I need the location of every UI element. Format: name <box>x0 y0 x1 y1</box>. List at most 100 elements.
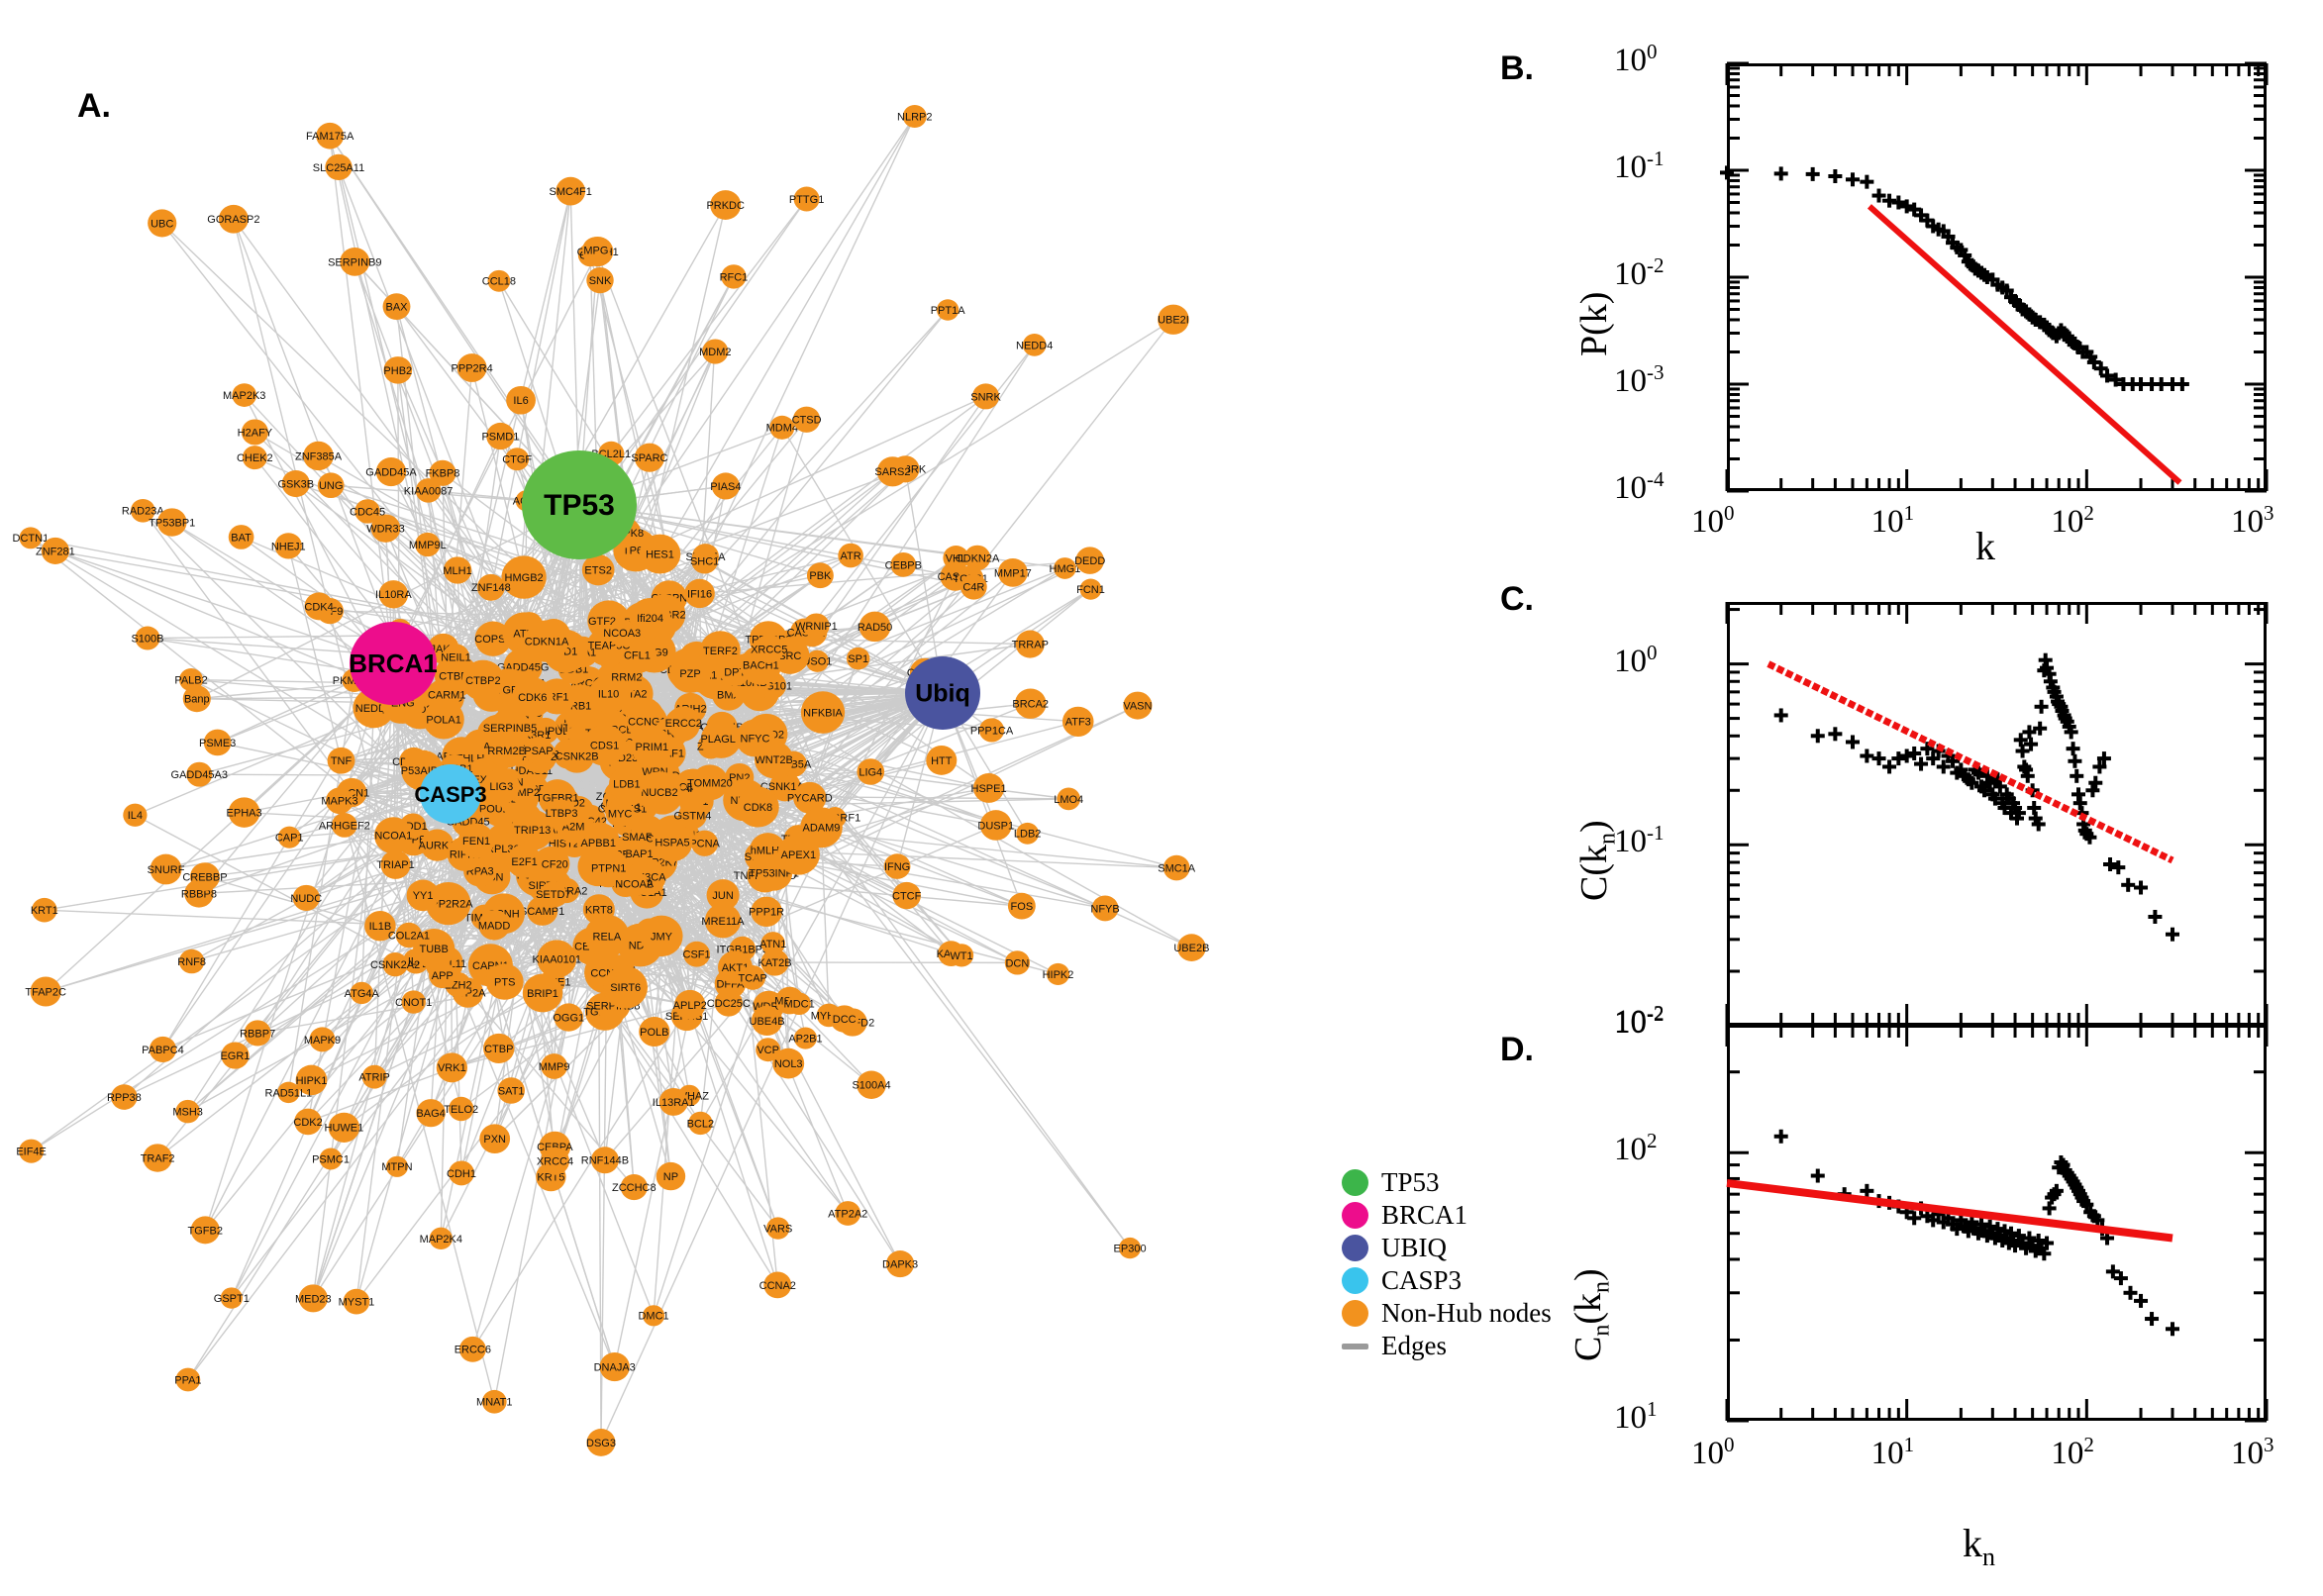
network-node[interactable]: VCP <box>756 1038 781 1062</box>
network-node[interactable]: RBBP7 <box>240 1020 275 1047</box>
network-node[interactable]: EIF4E <box>16 1139 47 1163</box>
network-node[interactable]: CDK8 <box>737 786 779 828</box>
network-node[interactable]: ATN1 <box>759 932 786 955</box>
network-node[interactable]: HIPK1 <box>296 1064 328 1096</box>
network-node[interactable]: OGG1 <box>553 1003 584 1032</box>
network-node[interactable]: IFI16 <box>684 578 715 609</box>
network-node[interactable]: FEN1 <box>457 823 495 858</box>
network-node[interactable]: MRE11A <box>701 903 745 939</box>
network-node[interactable]: ZNF281 <box>36 537 75 564</box>
network-node[interactable]: PTS <box>485 963 524 1000</box>
network-node[interactable]: CDK4 <box>304 592 334 621</box>
network-node[interactable]: HES1 <box>639 534 681 574</box>
network-node[interactable]: CCNA2 <box>759 1271 796 1299</box>
network-node[interactable]: UBE4B <box>750 1005 785 1036</box>
network-node[interactable]: WRNIP1 <box>795 613 838 639</box>
network-node[interactable]: LDB1 <box>609 766 645 801</box>
network-node[interactable]: SMC1A <box>1158 854 1196 881</box>
network-node[interactable]: RAD50 <box>858 611 892 643</box>
network-node[interactable]: ADAM9 <box>800 807 843 848</box>
network-node[interactable]: MAP2K4 <box>420 1227 462 1250</box>
hub-node-casp3[interactable]: CASP3 <box>414 764 487 824</box>
network-node[interactable]: ATP2A2 <box>828 1201 867 1226</box>
network-node[interactable]: VASN <box>1123 691 1153 720</box>
network-node[interactable]: H2AFY <box>238 419 273 446</box>
network-node[interactable]: VARS <box>763 1217 792 1240</box>
network-node[interactable]: AP2B1 <box>788 1027 823 1049</box>
network-node[interactable]: TOMM20 <box>687 764 733 801</box>
network-node[interactable]: PLAGL1 <box>700 719 742 758</box>
network-node[interactable]: E2F1 <box>506 844 543 878</box>
network-node[interactable]: EGR1 <box>220 1042 250 1069</box>
network-node[interactable]: MDM4 <box>766 415 798 440</box>
network-node[interactable]: CDK6 <box>511 677 554 718</box>
network-node[interactable]: MAP2K3 <box>223 383 265 407</box>
network-node[interactable]: TFAP2C <box>25 976 66 1007</box>
network-node[interactable]: VRK1 <box>436 1052 467 1083</box>
network-node[interactable]: PPT1A <box>931 299 966 321</box>
hub-node-tp53[interactable]: TP53 <box>522 450 637 559</box>
network-node[interactable]: CCL18 <box>482 269 516 292</box>
network-node[interactable]: GADD45A <box>365 457 417 487</box>
network-node[interactable]: PSME3 <box>199 729 236 756</box>
network-node[interactable]: S100A4 <box>852 1070 891 1099</box>
network-node[interactable]: LIG4 <box>857 758 885 785</box>
network-node[interactable]: IL1B <box>364 911 396 942</box>
network-node[interactable]: PBK <box>806 562 834 589</box>
network-node[interactable]: APP <box>429 961 456 989</box>
network-node[interactable]: MAPK9 <box>304 1027 341 1052</box>
network-node[interactable]: ETS2 <box>581 553 615 586</box>
network-node[interactable]: KRT1 <box>31 897 58 923</box>
network-node[interactable]: MED23 <box>295 1284 332 1313</box>
network-node[interactable]: NFYB <box>1090 895 1120 922</box>
network-node[interactable]: NUDC <box>290 884 322 911</box>
network-node[interactable]: CNOT1 <box>395 990 432 1014</box>
network-node[interactable]: ATG4A <box>345 981 380 1005</box>
network-node[interactable]: MNAT1 <box>476 1389 513 1414</box>
network-node[interactable]: PSMC1 <box>312 1147 350 1170</box>
network-node[interactable]: BRIP1 <box>522 973 563 1013</box>
hub-node-ubiq[interactable]: Ubiq <box>905 656 980 730</box>
network-node[interactable]: CTSD <box>792 406 822 433</box>
network-node[interactable]: MMP17 <box>994 557 1032 587</box>
network-node[interactable]: RPP38 <box>107 1084 142 1110</box>
network-node[interactable]: BAP1 <box>625 840 654 867</box>
network-node[interactable]: ERCC2 <box>665 706 702 740</box>
network-node[interactable]: MPG <box>582 237 610 263</box>
network-node[interactable]: TRIAP1 <box>376 849 415 879</box>
network-node[interactable]: CAP1 <box>275 826 304 848</box>
network-node[interactable]: CTBP2 <box>461 659 505 701</box>
network-node[interactable]: UBE2I <box>1158 304 1189 335</box>
network-node[interactable]: RFC1 <box>720 264 749 289</box>
network-node[interactable]: PRIM1 <box>631 726 673 767</box>
network-node[interactable]: MTPN <box>381 1155 413 1177</box>
network-node[interactable]: Ifi204 <box>629 598 671 639</box>
network-node[interactable]: JUN <box>706 879 740 911</box>
network-node[interactable]: TP53BP1 <box>149 508 195 537</box>
network-node[interactable]: LMO4 <box>1054 787 1083 811</box>
network-node[interactable]: COPS3 <box>474 621 512 656</box>
network-node[interactable]: PPP1R <box>749 896 784 928</box>
network-node[interactable]: SIRT6 <box>603 965 649 1009</box>
network-node[interactable]: GSK3B <box>277 469 314 498</box>
network-node[interactable]: TUBB <box>413 928 455 969</box>
network-node[interactable]: CSNK2A2 <box>370 951 420 977</box>
network-node[interactable]: ZNF148 <box>471 573 511 601</box>
network-node[interactable]: HSPE1 <box>971 772 1007 803</box>
network-node[interactable]: MMP9L <box>409 532 447 557</box>
network-node[interactable]: CTCF <box>892 881 922 910</box>
network-node[interactable]: CTBP <box>483 1033 515 1063</box>
network-node[interactable]: ZCCHC8 <box>612 1173 656 1201</box>
network-node[interactable]: CSF1 <box>683 941 711 967</box>
network-node[interactable]: SERPINB9 <box>328 247 381 276</box>
network-node[interactable]: NFYC <box>735 719 775 757</box>
network-node[interactable]: CDC45 <box>350 499 385 524</box>
network-node[interactable]: KIAA0087 <box>404 478 454 503</box>
network-node[interactable]: PABPC4 <box>142 1036 184 1062</box>
network-node[interactable]: PPA1 <box>174 1367 202 1392</box>
network-node[interactable]: ZNF385A <box>295 441 343 471</box>
network-node[interactable]: TRRAP <box>1012 630 1049 658</box>
network-node[interactable]: PPP2R4 <box>452 353 493 382</box>
network-node[interactable]: CREBBP <box>182 862 228 891</box>
network-node[interactable]: S100B <box>131 626 164 650</box>
